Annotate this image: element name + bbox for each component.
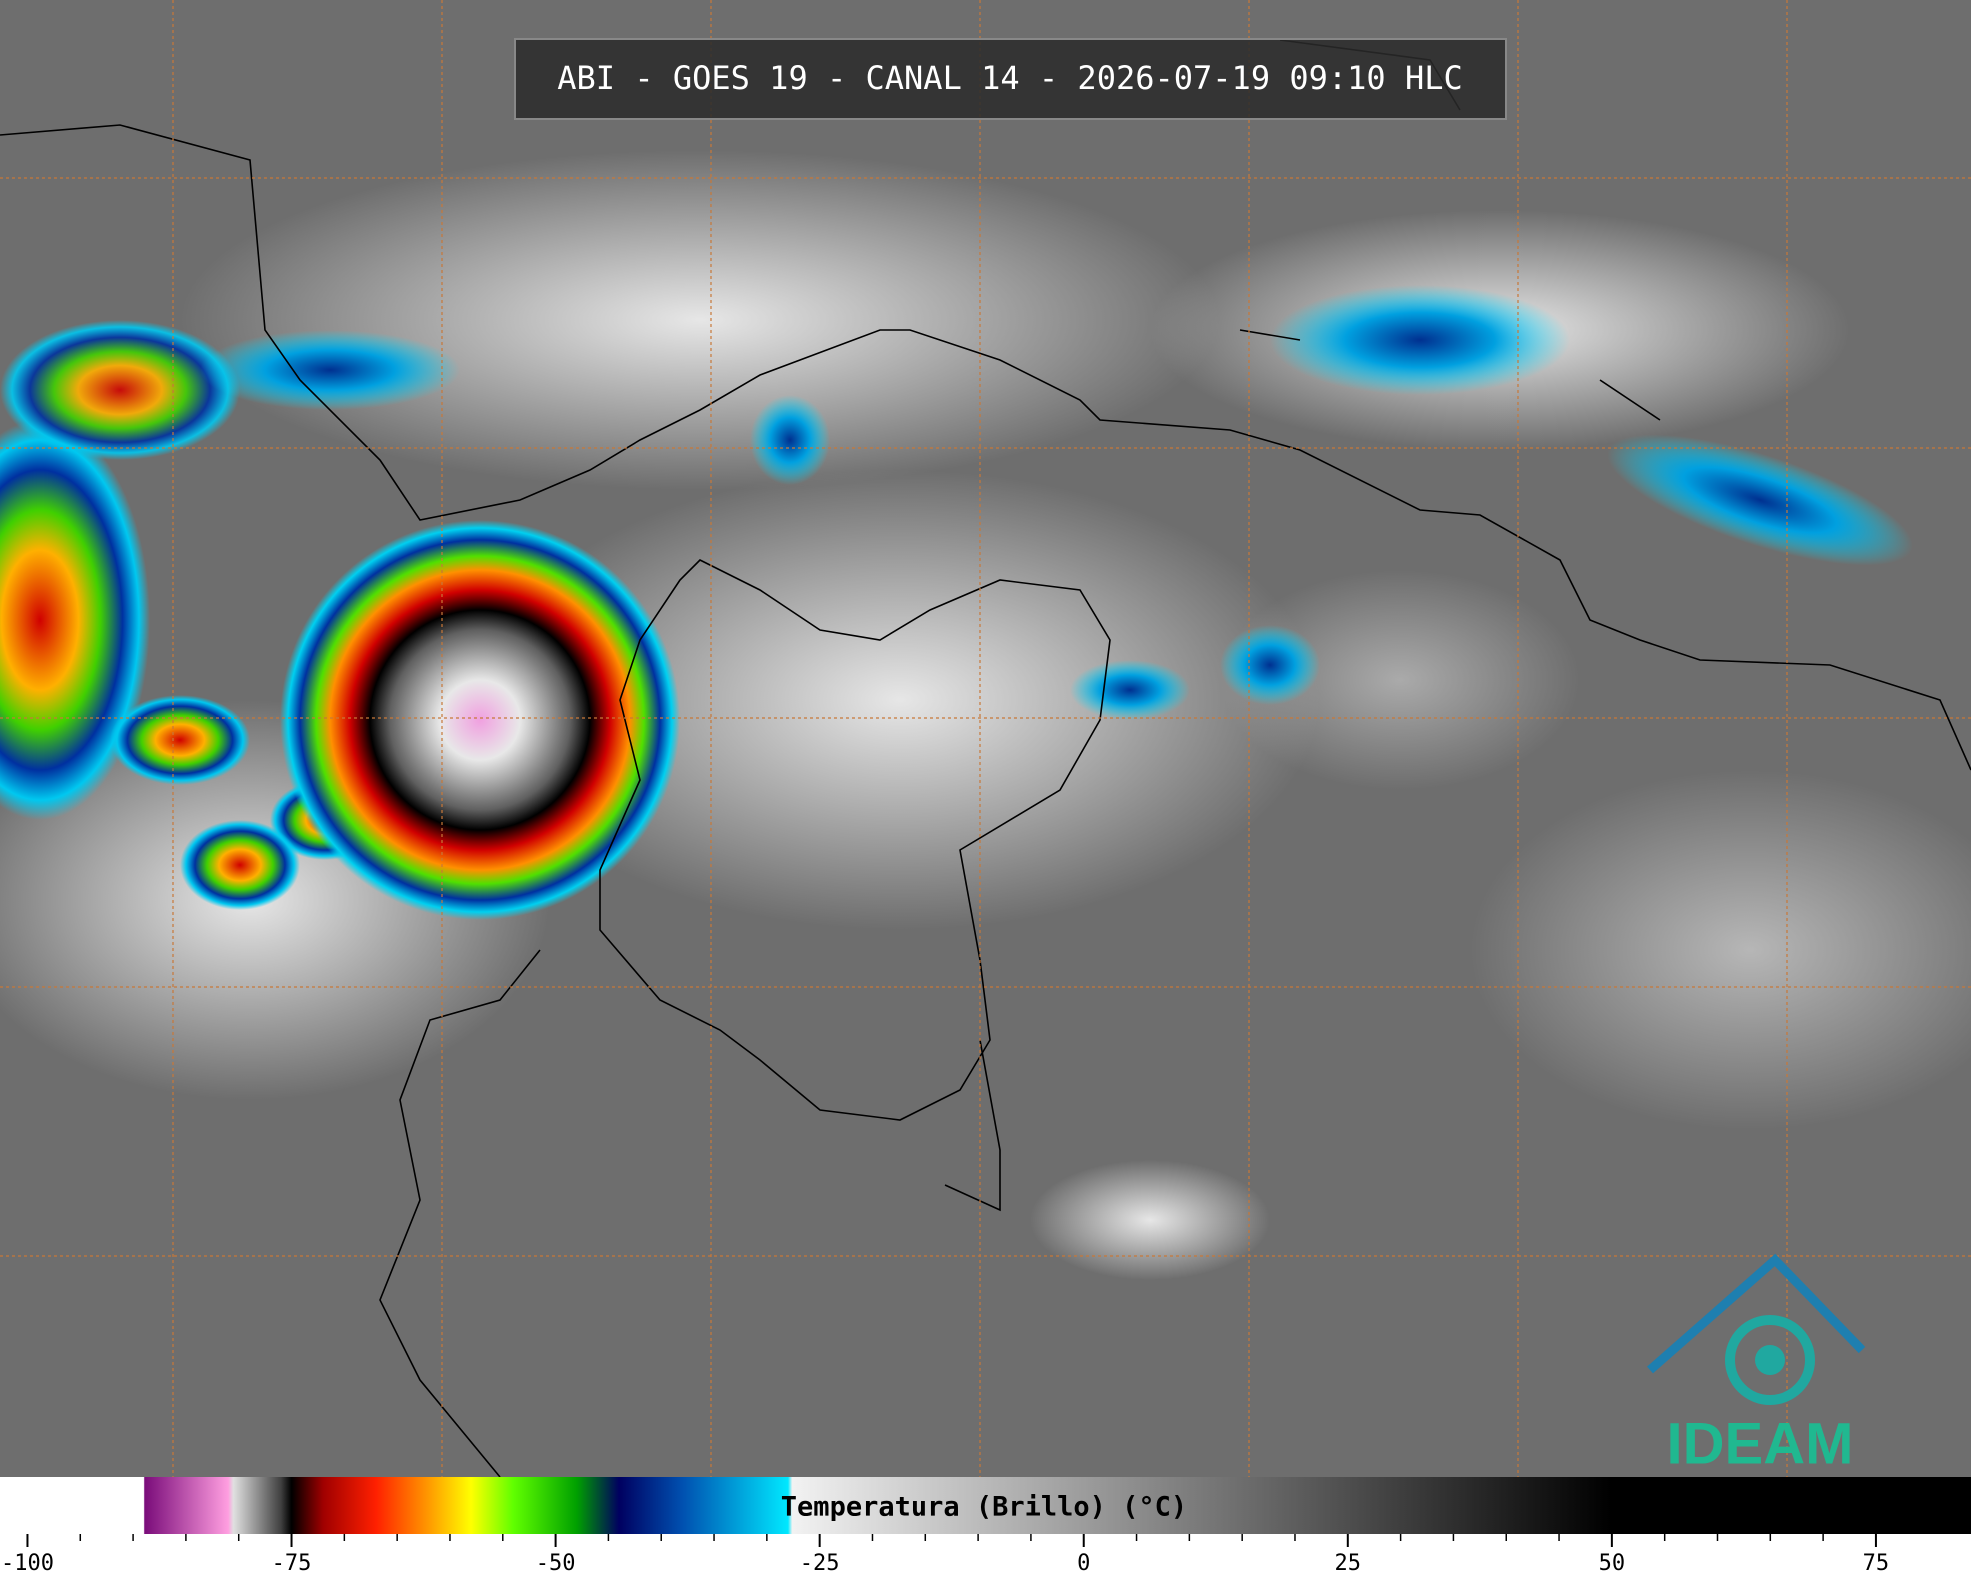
colorbar-label: Temperatura (Brillo) (°C)	[781, 1492, 1187, 1523]
colorbar-tick-label: 50	[1599, 1551, 1626, 1576]
logo-text: IDEAM	[1667, 1411, 1854, 1476]
colorbar-tick-label: -50	[536, 1551, 576, 1576]
colorbar-tick-label: -100	[1, 1551, 54, 1576]
logo: IDEAM	[1647, 1253, 1866, 1476]
colorbar-tick-label: 75	[1863, 1551, 1890, 1576]
colorbar	[0, 1477, 1971, 1534]
title: ABI - GOES 19 - CANAL 14 - 2026-07-19 09…	[557, 59, 1462, 97]
colorbar-tick-label: -75	[272, 1551, 312, 1576]
clouds	[0, 150, 1971, 1280]
colorbar-tick-label: -25	[800, 1551, 840, 1576]
lat-lon-grid	[0, 0, 1971, 1477]
colorbar-tick-label: 25	[1335, 1551, 1362, 1576]
colorbar-tick-label: 0	[1077, 1551, 1090, 1576]
colorbar-ticks: -100 -75 -50 -25 0 25 50 75	[1, 1534, 1889, 1576]
title-box: ABI - GOES 19 - CANAL 14 - 2026-07-19 09…	[514, 38, 1507, 120]
